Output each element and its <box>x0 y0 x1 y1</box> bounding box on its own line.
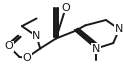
Text: O: O <box>61 3 70 13</box>
Text: O: O <box>22 53 31 63</box>
Text: N: N <box>92 44 100 54</box>
Text: N: N <box>115 24 124 34</box>
Text: N: N <box>32 31 41 41</box>
Text: O: O <box>4 41 13 51</box>
